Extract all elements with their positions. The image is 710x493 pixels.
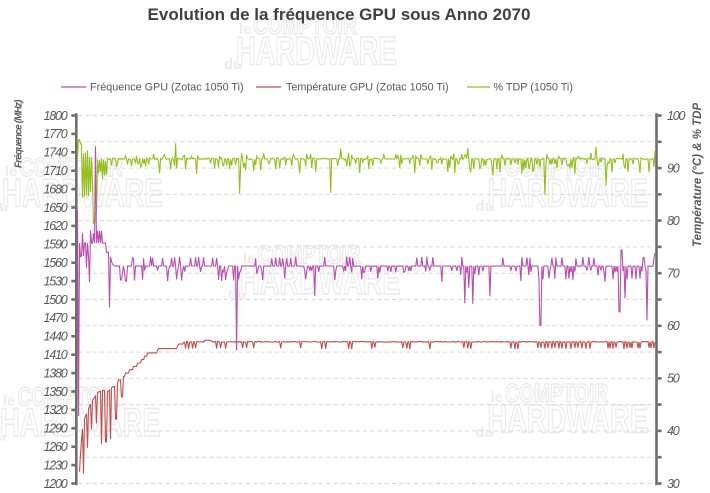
svg-text:HARDWARE: HARDWARE — [236, 29, 397, 73]
svg-text:Evolution de la fréquence GPU: Evolution de la fréquence GPU sous Anno … — [148, 5, 531, 24]
svg-text:1740: 1740 — [43, 146, 67, 160]
svg-text:Température (°C) & % TDP: Température (°C) & % TDP — [692, 103, 704, 247]
svg-text:90: 90 — [667, 161, 680, 175]
svg-text:60: 60 — [667, 319, 680, 333]
svg-text:du: du — [224, 56, 242, 73]
svg-text:50: 50 — [667, 372, 680, 386]
svg-text:% TDP (1050 Ti): % TDP (1050 Ti) — [494, 82, 573, 94]
svg-text:COMPTOIR: COMPTOIR — [254, 10, 358, 40]
svg-text:1530: 1530 — [43, 274, 67, 288]
svg-text:le: le — [491, 389, 504, 406]
svg-text:1620: 1620 — [43, 219, 67, 233]
svg-text:1770: 1770 — [43, 127, 67, 141]
svg-text:HARDWARE: HARDWARE — [0, 401, 161, 445]
svg-text:1710: 1710 — [43, 164, 67, 178]
svg-text:le: le — [243, 251, 256, 268]
svg-text:70: 70 — [667, 267, 680, 281]
svg-text:le: le — [5, 163, 18, 180]
svg-text:le: le — [239, 21, 252, 38]
svg-text:1380: 1380 — [43, 366, 67, 380]
svg-text:1560: 1560 — [43, 256, 67, 270]
svg-text:1350: 1350 — [43, 385, 67, 399]
svg-text:Fréquence GPU (Zotac 1050 Ti): Fréquence GPU (Zotac 1050 Ti) — [90, 82, 244, 94]
svg-text:1470: 1470 — [43, 311, 67, 325]
svg-text:Fréquence (MHz): Fréquence (MHz) — [14, 100, 25, 168]
svg-text:80: 80 — [667, 214, 680, 228]
svg-text:du: du — [476, 424, 494, 441]
svg-text:1290: 1290 — [43, 422, 67, 436]
svg-text:1500: 1500 — [43, 293, 67, 307]
svg-text:100: 100 — [667, 109, 686, 123]
svg-text:1320: 1320 — [43, 403, 67, 417]
svg-text:1260: 1260 — [43, 440, 67, 454]
svg-text:1230: 1230 — [43, 458, 67, 472]
svg-text:1440: 1440 — [43, 330, 67, 344]
svg-text:du: du — [0, 198, 8, 215]
svg-text:1200: 1200 — [43, 477, 67, 491]
svg-text:1590: 1590 — [43, 238, 67, 252]
svg-text:COMPTOIR: COMPTOIR — [505, 378, 609, 408]
svg-text:1410: 1410 — [43, 348, 67, 362]
svg-text:du: du — [476, 198, 494, 215]
svg-text:le: le — [3, 393, 16, 410]
svg-text:1650: 1650 — [43, 201, 67, 215]
svg-text:40: 40 — [667, 424, 680, 438]
svg-text:Température GPU (Zotac 1050 T: Température GPU (Zotac 1050 Ti) — [286, 82, 449, 94]
svg-text:HARDWARE: HARDWARE — [488, 171, 649, 215]
svg-text:1680: 1680 — [43, 182, 67, 196]
svg-text:1800: 1800 — [43, 109, 67, 123]
svg-text:du: du — [0, 428, 6, 445]
svg-text:30: 30 — [667, 477, 680, 491]
